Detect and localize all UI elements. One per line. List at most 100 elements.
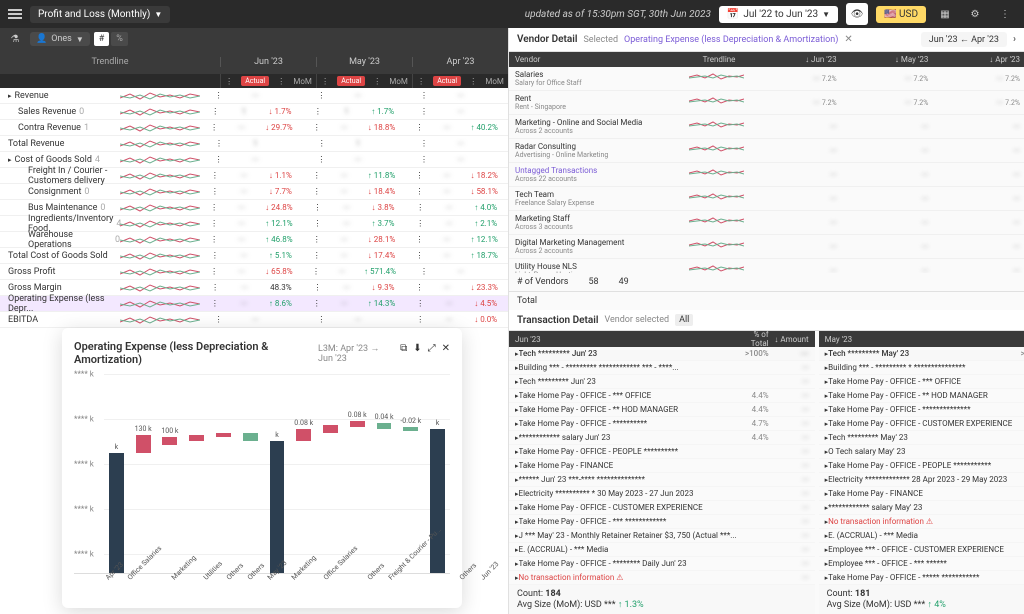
close-icon[interactable]: ✕ <box>442 343 450 364</box>
vendor-row[interactable]: Untagged TransactionsAcross 22 accounts-… <box>509 163 1024 187</box>
topbar: Profit and Loss (Monthly) ▼ updated as o… <box>0 0 1024 28</box>
chevron-right-icon[interactable]: › <box>1013 34 1016 45</box>
trans-row[interactable]: ▸Tech ********* May' 23>146%--- <box>819 347 1024 361</box>
pnl-row[interactable]: Freight In / Courier - Customers deliver… <box>0 168 508 184</box>
vendor-detail-header: Vendor Detail Selected Operating Expense… <box>509 28 1024 52</box>
vendor-row[interactable]: SalariesSalary for Office Staff--- 7.2%-… <box>509 67 1024 91</box>
trans-row[interactable]: ▸Employee *** - OFFICE - CUSTOMER EXPERI… <box>819 543 1024 557</box>
chart-subtitle: L3M: Apr '23 → Jun '23 <box>318 343 394 364</box>
pnl-row[interactable]: Gross Profit⋮---↓ 65.8%⋮---↑ 571.4%⋮--- <box>0 264 508 280</box>
vendor-table-header: Vendor Trendline ↓ Jun '23 ↓ May '23 ↓ A… <box>509 52 1024 67</box>
value-toggle[interactable]: #% <box>94 32 128 46</box>
pnl-row[interactable]: Operating Expense (less Depr...⋮---↑ 8.6… <box>0 296 508 312</box>
trans-row[interactable]: ▸Electricity ********** * 30 May 2023 - … <box>509 487 815 501</box>
pnl-row[interactable]: EBITDA⋮---⋮---⋮---↓ 0.0% <box>0 312 508 328</box>
pnl-row[interactable]: Sales Revenue 0⋮1↓ 1.7%⋮1↑ 1.7%⋮--- <box>0 104 508 120</box>
chart-popup: Operating Expense (less Depreciation & A… <box>62 328 462 608</box>
chart-title: Operating Expense (less Depreciation & A… <box>74 340 310 366</box>
more-icon[interactable]: ⋮ <box>994 3 1016 25</box>
trans-row[interactable]: ▸************ salary May' 23--- <box>819 501 1024 515</box>
trans-row[interactable]: ▸Take Home Pay - OFFICE - CUSTOMER EXPER… <box>819 417 1024 431</box>
chip-close-icon[interactable]: ✕ <box>844 34 852 45</box>
vendor-date-range[interactable]: Jun '23 ← Apr '23 <box>921 32 1007 47</box>
vendor-row[interactable]: Marketing StaffAcross 3 accounts--- --- … <box>509 211 1024 235</box>
trans-row[interactable]: ▸Take Home Pay - OFFICE - **************… <box>819 403 1024 417</box>
trans-row[interactable]: ▸Take Home Pay - FINANCE4.4%--- <box>819 487 1024 501</box>
trans-row[interactable]: ▸Take Home Pay - OFFICE - **********4.7%… <box>509 417 815 431</box>
date-range-picker[interactable]: 📅 Jul '22 to Jun '23 ▼ <box>719 6 838 23</box>
trans-row[interactable]: ▸Tech ********* Jun' 23--- <box>509 375 815 389</box>
selected-chip[interactable]: Operating Expense (less Depreciation & A… <box>624 35 838 45</box>
trans-row[interactable]: ▸E. (ACCRUAL) - *** Media--- <box>509 543 815 557</box>
trans-row[interactable]: ▸Tech ********* Jun' 23>100%--- <box>509 347 815 361</box>
trans-row[interactable]: ▸Employee *** - OFFICE - *** ******--- <box>819 557 1024 571</box>
trans-row[interactable]: ▸No transaction information ⚠2.4%--- <box>819 515 1024 529</box>
pnl-rows: ▸ Revenue⋮---⋮---⋮---Sales Revenue 0⋮1↓ … <box>0 88 508 330</box>
updated-timestamp: updated as of 15:30pm SGT, 30th Jun 2023 <box>525 9 711 20</box>
pnl-row[interactable]: Total Revenue⋮1⋮1⋮--- <box>0 136 508 152</box>
trans-row[interactable]: ▸J *** May' 23 - Monthly Retainer Retain… <box>509 529 815 543</box>
vendor-row[interactable]: Tech TeamFreelance Salary Expense--- ---… <box>509 187 1024 211</box>
vendor-rows: SalariesSalary for Office Staff--- 7.2%-… <box>509 67 1024 273</box>
vendor-row[interactable]: Marketing - Online and Social MediaAcros… <box>509 115 1024 139</box>
sub-headers: ⋮Actual⋮MoM ⋮Actual⋮MoM ⋮Actual⋮MoM <box>0 74 508 88</box>
copy-icon[interactable]: ⧉ <box>400 343 407 364</box>
filter-bar: ⚗ 👤Ones▼ #% <box>0 28 508 50</box>
trans-row[interactable]: ▸************ salary Jun' 234.4%--- <box>509 431 815 445</box>
currency-toggle[interactable]: 🇺🇸 USD <box>876 6 926 23</box>
calendar-icon: 📅 <box>727 9 739 20</box>
trans-row[interactable]: ▸Take Home Pay - OFFICE - *** OFFICE4.4%… <box>509 389 815 403</box>
month-apr: Apr '23 <box>412 57 508 67</box>
trans-row[interactable]: ▸Take Home Pay - FINANCE--- <box>509 459 815 473</box>
expand-icon[interactable]: ⤢ <box>428 343 436 364</box>
vendor-row[interactable]: Digital Marketing ManagementAcross 2 acc… <box>509 235 1024 259</box>
vendor-detail-title: Vendor Detail <box>517 34 577 45</box>
trans-row[interactable]: ▸Take Home Pay - OFFICE - ***** ********… <box>819 571 1024 585</box>
pnl-row[interactable]: Total Cost of Goods Sold⋮---↑ 5.1%⋮---↓ … <box>0 248 508 264</box>
trans-row[interactable]: ▸Take Home Pay - OFFICE - *** **********… <box>509 515 815 529</box>
trans-row[interactable]: ▸Tech ********* May' 23--- <box>819 431 1024 445</box>
view-options-button[interactable]: 👁 <box>846 3 868 25</box>
trans-row[interactable]: ▸Take Home Pay - OFFICE - ******** Daily… <box>509 557 815 571</box>
download-icon[interactable]: ⬇ <box>413 343 421 364</box>
vendor-row[interactable]: Radar ConsultingAdvertising - Online Mar… <box>509 139 1024 163</box>
chevron-down-icon: ▼ <box>154 10 162 19</box>
pnl-row[interactable]: Contra Revenue 1⋮---↓ 29.7%⋮---↓ 18.8%⋮-… <box>0 120 508 136</box>
month-may: May '23 <box>316 57 412 67</box>
trans-column: Jun '23% of Total↓ Amount▸Tech *********… <box>509 331 815 614</box>
trans-footer: Count: 181Avg Size (MoM): USD *** ↑ 4% <box>819 585 1024 614</box>
pnl-row[interactable]: ▸ Revenue⋮---⋮---⋮--- <box>0 88 508 104</box>
trans-row[interactable]: ▸Building *** - ********* ************ *… <box>509 361 815 375</box>
trans-header: Transaction Detail Vendor selected All <box>509 310 1024 331</box>
trans-row[interactable]: ▸O Tech salary May' 23--- <box>819 445 1024 459</box>
pnl-row[interactable]: Consignment 0⋮---↓ 7.7%⋮---↓ 18.4%⋮---↓ … <box>0 184 508 200</box>
month-headers: Trendline Jun '23 May '23 Apr '23 <box>0 50 508 74</box>
trans-row[interactable]: ▸Building *** - ********* * ************… <box>819 361 1024 375</box>
trans-row[interactable]: ▸Take Home Pay - OFFICE - ** HOD MANAGER… <box>509 403 815 417</box>
vendor-row[interactable]: Utility House NLSLight, Power, Heating--… <box>509 259 1024 273</box>
month-jun: Jun '23 <box>220 57 316 67</box>
report-title: Profit and Loss (Monthly) <box>38 9 150 20</box>
grid-view-button[interactable]: ▦ <box>934 3 956 25</box>
right-panel: Vendor Detail Selected Operating Expense… <box>508 28 1024 614</box>
filter-icon[interactable]: ⚗ <box>4 28 26 50</box>
trans-row[interactable]: ▸No transaction information ⚠--- <box>509 571 815 585</box>
trans-row[interactable]: ▸Electricity ************* 28 Apr 2023 -… <box>819 473 1024 487</box>
trans-row[interactable]: ▸E. (ACCRUAL) - *** Media2.7%--- <box>819 529 1024 543</box>
trans-row[interactable]: ▸****** Jun' 23 ***-**** **************-… <box>509 473 815 487</box>
vendor-row[interactable]: RentRent - Singapore--- 7.2%--- 7.2%--- … <box>509 91 1024 115</box>
trans-row[interactable]: ▸Take Home Pay - OFFICE - ** HOD MANAGER… <box>819 389 1024 403</box>
menu-icon[interactable] <box>8 9 22 19</box>
report-title-select[interactable]: Profit and Loss (Monthly) ▼ <box>30 6 170 23</box>
trans-row[interactable]: ▸Take Home Pay - OFFICE - *** OFFICE4.4%… <box>819 375 1024 389</box>
trans-column: May '23% of Total↓ Amount▸Tech *********… <box>819 331 1024 614</box>
settings-icon[interactable]: ⚙ <box>964 3 986 25</box>
chevron-down-icon: ▼ <box>822 10 830 19</box>
trans-row[interactable]: ▸Take Home Pay - OFFICE - PEOPLE *******… <box>509 445 815 459</box>
trans-footer: Count: 184Avg Size (MoM): USD *** ↑ 1.3% <box>509 585 815 614</box>
transaction-detail: Transaction Detail Vendor selected All J… <box>509 310 1024 614</box>
trans-row[interactable]: ▸Take Home Pay - OFFICE - CUSTOMER EXPER… <box>509 501 815 515</box>
dimension-select[interactable]: 👤Ones▼ <box>30 32 90 46</box>
trans-row[interactable]: ▸Take Home Pay - OFFICE - PEOPLE *******… <box>819 459 1024 473</box>
pnl-row[interactable]: Warehouse Operations 0⋮---↑ 46.8%⋮---↓ 2… <box>0 232 508 248</box>
